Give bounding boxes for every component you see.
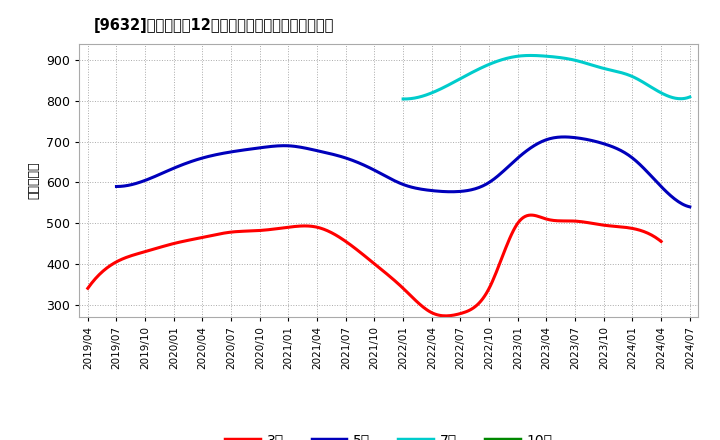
Y-axis label: （百万円）: （百万円） bbox=[27, 161, 40, 199]
Legend: 3年, 5年, 7年, 10年: 3年, 5年, 7年, 10年 bbox=[220, 427, 558, 440]
Text: [9632]　経常利疊12か月移動合計の標準偏差の推移: [9632] 経常利疊12か月移動合計の標準偏差の推移 bbox=[94, 18, 334, 33]
